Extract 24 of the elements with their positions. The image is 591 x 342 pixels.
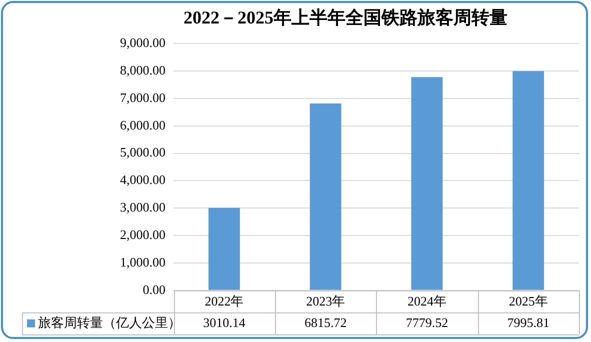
y-tick-label: 1,000.00 [120,254,166,270]
chart-title: 2022－2025年上半年全国铁路旅客周转量 [184,7,508,28]
y-tick-label: 4,000.00 [120,172,166,188]
bar [310,104,342,290]
x-tick-label: 2022年 [204,294,244,309]
data-label: 6815.72 [304,314,347,330]
x-tick-label: 2024年 [407,294,446,309]
y-tick-label: 9,000.00 [120,35,166,50]
y-tick-label: 3,000.00 [120,200,166,215]
legend-label: 旅客周转量（亿人公里） [38,314,181,330]
x-tick-label: 2025年 [508,294,548,309]
bar [512,71,544,290]
y-tick-label: 8,000.00 [120,62,166,78]
y-tick-label: 0.00 [142,282,166,297]
data-label: 3010.14 [203,314,246,330]
data-label: 7995.81 [507,314,550,330]
x-tick-label: 2023年 [306,294,346,309]
data-label: 7779.52 [406,314,448,330]
y-tick-label: 7,000.00 [120,90,166,105]
bar [411,77,443,290]
y-tick-label: 2,000.00 [120,226,166,242]
y-tick-label: 5,000.00 [120,144,166,160]
y-tick-label: 6,000.00 [120,117,166,132]
bar [208,208,240,290]
